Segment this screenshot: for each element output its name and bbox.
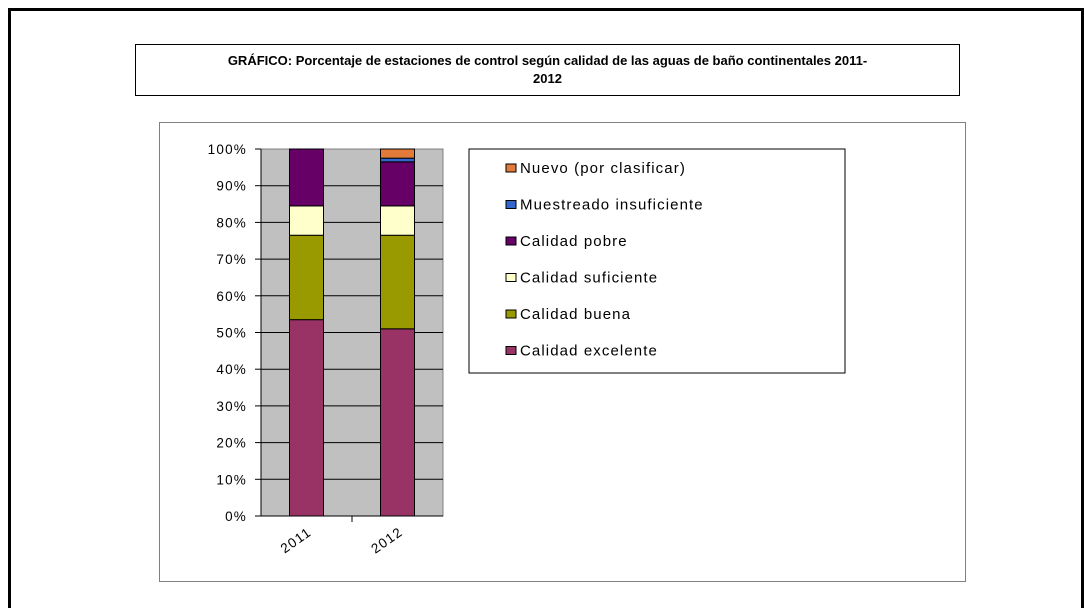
chart-title-line-1: GRÁFICO: Porcentaje de estaciones de con… [227,53,868,68]
bar-segment [380,161,415,207]
legend-label: Muestreado insuficiente [520,197,704,214]
bar-segment [380,157,415,163]
legend-swatch [505,346,517,355]
legend-label: Calidad excelente [520,343,658,360]
page-frame [8,8,1084,608]
chart-title: GRÁFICO: Porcentaje de estaciones de con… [135,44,960,96]
bar-segment [289,234,324,321]
bar-segment [380,328,415,517]
bar-segment [380,205,415,236]
legend-swatch [505,200,517,209]
bar-segment [380,148,415,159]
chart-title-line-2: 2012 [533,71,562,86]
x-tick-label: 2012 [368,524,405,556]
legend-label: Calidad buena [520,306,631,323]
legend-swatch [505,309,517,319]
legend-swatch [505,163,517,173]
legend-box [468,148,846,374]
y-tick-label: 30% [216,399,247,414]
y-tick-label: 20% [216,436,247,451]
y-tick-label: 40% [216,362,247,377]
x-tick-label: 2011 [278,524,314,556]
bar-segment [289,319,324,517]
y-tick-label: 0% [225,509,247,524]
legend-label: Nuevo (por clasificar) [520,160,686,177]
y-tick-label: 10% [216,472,247,487]
y-tick-label: 70% [216,252,247,267]
y-tick-label: 80% [216,215,247,230]
legend-swatch [505,236,517,246]
y-tick-label: 50% [216,326,247,341]
y-tick-label: 100% [208,142,247,157]
stacked-bar-chart: 0% 10% 20% 30% 40% 50% 60% 70% 80% 90% 100% 2011 201… [208,142,846,556]
legend-label: Calidad pobre [520,233,628,250]
y-tick-label: 60% [216,289,247,304]
bar-segment [289,205,324,236]
chart-area: 0% 10% 20% 30% 40% 50% 60% 70% 80% 90% 100% 2011 201… [159,122,966,582]
bar-segment [380,234,415,330]
legend-label: Calidad suficiente [520,270,658,287]
y-tick-label: 90% [216,179,247,194]
bar-segment [289,148,324,207]
legend-swatch [505,273,517,282]
